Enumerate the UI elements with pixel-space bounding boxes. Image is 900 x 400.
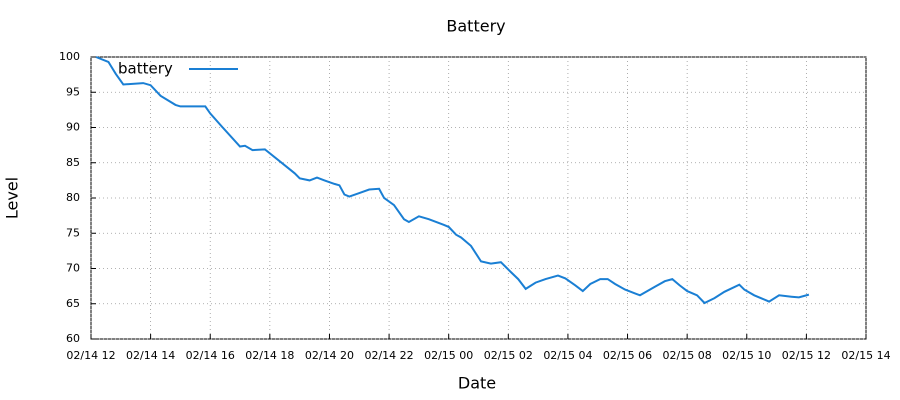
y-axis-label: Level (3, 177, 22, 219)
y-tick-label: 60 (66, 332, 80, 345)
x-tick-label: 02/15 12 (782, 349, 831, 362)
x-tick-label: 02/14 20 (305, 349, 354, 362)
x-tick-label: 02/15 08 (663, 349, 712, 362)
x-tick-label: 02/15 00 (424, 349, 473, 362)
y-tick-label: 100 (59, 50, 80, 63)
x-tick-label: 02/14 16 (186, 349, 235, 362)
x-tick-label: 02/15 14 (841, 349, 890, 362)
y-tick-label: 75 (66, 226, 80, 239)
x-tick-label: 02/15 04 (543, 349, 592, 362)
y-tick-label: 65 (66, 297, 80, 310)
x-tick-label: 02/15 06 (603, 349, 652, 362)
x-tick-label: 02/15 02 (484, 349, 533, 362)
x-tick-label: 02/14 14 (126, 349, 175, 362)
x-tick-label: 02/15 10 (722, 349, 771, 362)
y-tick-label: 70 (66, 262, 80, 275)
x-tick-label: 02/14 22 (364, 349, 413, 362)
y-tick-label: 85 (66, 156, 80, 169)
y-tick-label: 95 (66, 85, 80, 98)
legend-label: battery (118, 60, 173, 78)
y-tick-label: 80 (66, 191, 80, 204)
x-axis-label: Date (458, 374, 496, 393)
data-line (95, 56, 810, 305)
x-tick-label: 02/14 12 (66, 349, 115, 362)
y-tick-label: 90 (66, 121, 80, 134)
x-tick-label: 02/14 18 (245, 349, 294, 362)
chart-title: Battery (446, 17, 505, 36)
